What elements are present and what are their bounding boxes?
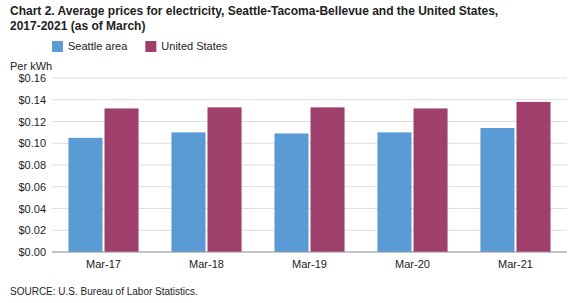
bar — [208, 107, 242, 252]
legend-label: United States — [161, 40, 228, 52]
y-tick-label: $0.10 — [18, 137, 46, 149]
title: Chart 2. Average prices for electricity,… — [10, 4, 498, 18]
bar — [517, 102, 551, 252]
x-axis-line — [52, 252, 567, 253]
y-tick-label: $0.02 — [18, 224, 46, 236]
y-axis-label: Per kWh — [10, 60, 52, 72]
y-tick-label: $0.04 — [18, 203, 46, 215]
bar — [68, 138, 102, 252]
x-axis: Mar-17 Mar-18 Mar-19 Mar-20 Mar-21 — [86, 258, 533, 270]
y-tick-label: $0.08 — [18, 159, 46, 171]
bar — [171, 132, 205, 252]
bar — [480, 128, 514, 252]
subtitle: 2017-2021 (as of March) — [10, 19, 145, 33]
bar — [105, 108, 139, 252]
chart: Chart 2. Average prices for electricity,… — [0, 0, 579, 303]
legend-swatch — [52, 41, 63, 52]
grid-line — [52, 99, 567, 100]
legend-label: Seattle area — [68, 40, 128, 52]
grid-line — [52, 252, 567, 253]
bar — [311, 107, 345, 252]
y-tick-label: $0.12 — [18, 116, 46, 128]
legend: Seattle area United States — [52, 40, 228, 52]
x-tick-label: Mar-19 — [292, 258, 327, 270]
x-tick-label: Mar-20 — [395, 258, 430, 270]
y-tick-label: $0.16 — [18, 72, 46, 84]
grid-line — [52, 78, 567, 79]
legend-swatch — [145, 41, 156, 52]
bars — [68, 102, 550, 252]
x-tick-label: Mar-21 — [498, 258, 533, 270]
source: SOURCE: U.S. Bureau of Labor Statistics. — [10, 286, 198, 297]
bar — [414, 108, 448, 252]
bar — [377, 132, 411, 252]
y-tick-label: $0.14 — [18, 94, 46, 106]
x-tick-label: Mar-18 — [189, 258, 224, 270]
x-tick-label: Mar-17 — [86, 258, 121, 270]
background — [0, 0, 579, 303]
bar — [274, 133, 308, 252]
y-tick-label: $0.06 — [18, 181, 46, 193]
y-axis: $0.00 $0.02 $0.04 $0.06 $0.08 $0.10 $0.12 $0.14… — [18, 72, 567, 258]
y-tick-label: $0.00 — [18, 246, 46, 258]
